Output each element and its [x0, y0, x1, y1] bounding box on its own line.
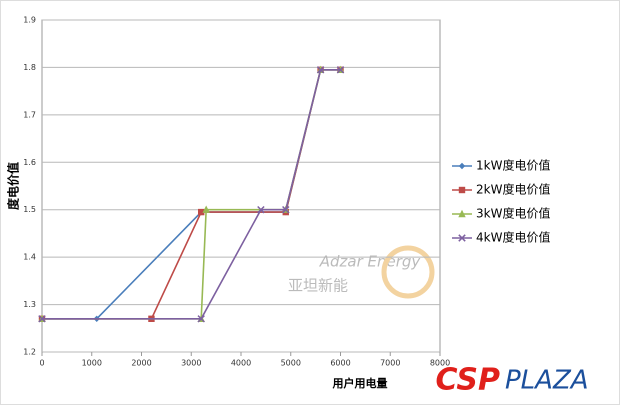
- marker: [202, 205, 210, 213]
- marker: [197, 315, 205, 323]
- legend-label: 2kW度电价值: [476, 182, 550, 197]
- x-tick-label: 6000: [330, 359, 350, 368]
- marker: [198, 208, 205, 216]
- legend-label: 4kW度电价值: [476, 230, 550, 245]
- y-tick-label: 1.9: [23, 16, 36, 25]
- series-line: [42, 69, 341, 320]
- marker: [458, 186, 466, 194]
- y-axis-label: 度电价值: [6, 162, 21, 210]
- marker: [282, 205, 290, 214]
- x-tick-label: 3000: [181, 359, 201, 368]
- marker: [336, 66, 345, 74]
- x-tick-label: 8000: [430, 359, 450, 368]
- y-tick-label: 1.4: [23, 253, 36, 262]
- y-tick-label: 1.3: [23, 300, 36, 309]
- x-tick-label: 7000: [380, 359, 400, 368]
- y-tick-label: 1.7: [23, 110, 36, 119]
- x-tick-label: 5000: [281, 359, 301, 368]
- legend-label: 1kW度电价值: [476, 158, 550, 173]
- marker: [257, 205, 265, 214]
- x-tick-label: 1000: [82, 359, 102, 368]
- marker: [458, 209, 466, 218]
- watermark-logo-b: PLAZA: [505, 366, 589, 396]
- y-tick-label: 1.5: [23, 205, 36, 214]
- legend-label: 3kW度电价值: [476, 206, 550, 221]
- x-tick-label: 2000: [131, 359, 151, 368]
- marker: [458, 162, 466, 170]
- watermark-brand-cn: 亚坦新能: [288, 277, 348, 295]
- marker: [316, 66, 325, 74]
- y-tick-label: 1.8: [23, 63, 36, 72]
- watermark-brand: Adzar Energy: [319, 253, 422, 271]
- marker: [458, 234, 466, 242]
- y-tick-label: 1.6: [23, 158, 36, 167]
- marker: [38, 315, 46, 323]
- x-tick-label: 4000: [231, 359, 251, 368]
- x-tick-label: 0: [39, 359, 44, 368]
- watermark-logo-a: CSP: [435, 363, 500, 398]
- x-axis-label: 用户用电量: [333, 376, 388, 390]
- watermark-icon: [381, 245, 435, 299]
- y-tick-label: 1.2: [23, 348, 36, 357]
